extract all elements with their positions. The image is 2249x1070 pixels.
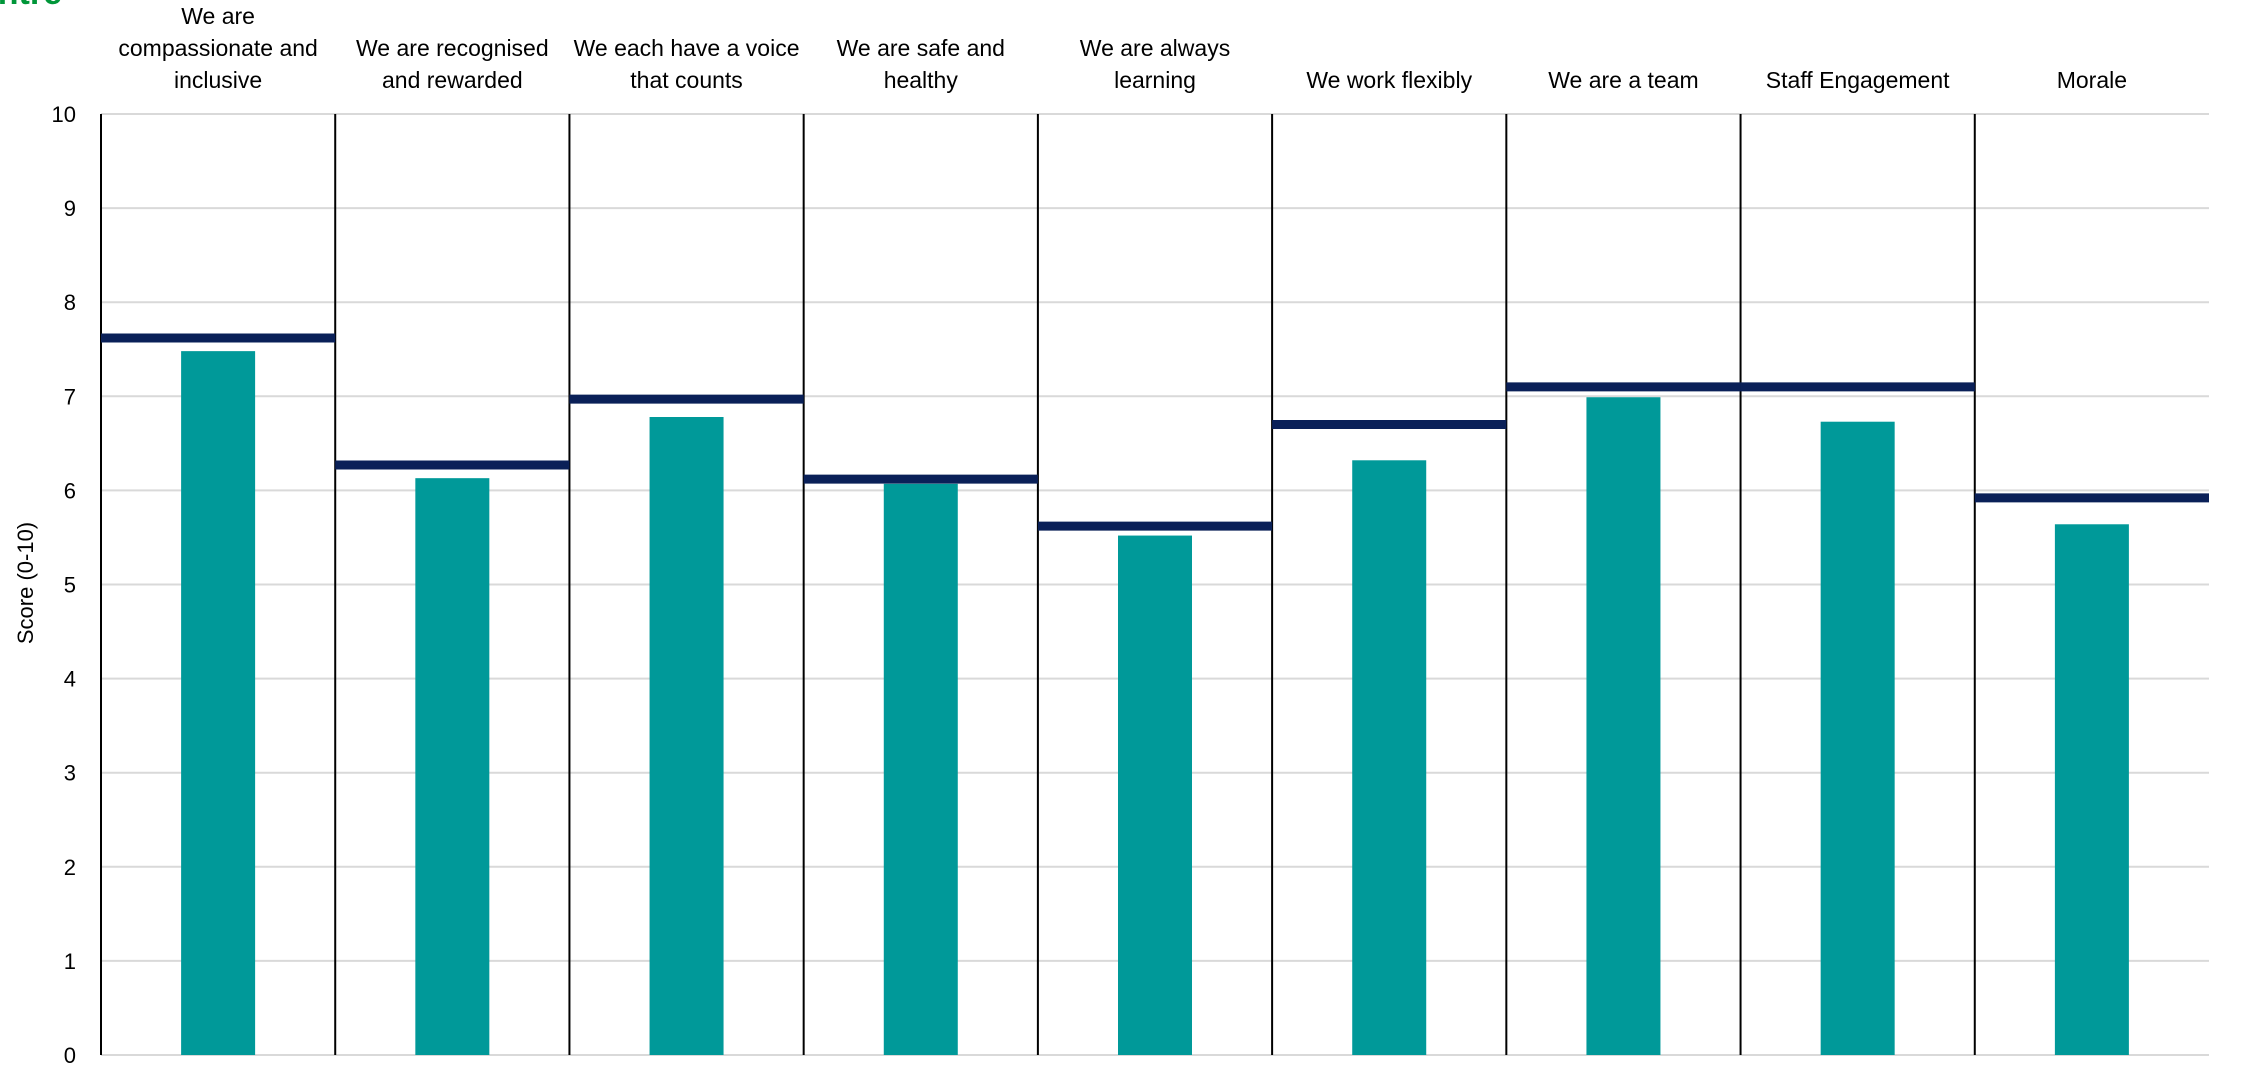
category-label-line: We work flexibly [1306,67,1472,93]
y-tick-label: 8 [64,290,76,315]
category-label: Staff Engagement [1766,67,1950,93]
bar [1118,535,1192,1055]
bar [181,351,256,1056]
category-dividers [100,114,1976,1055]
category-label-line: Staff Engagement [1766,67,1950,93]
bar [649,417,724,1055]
category-label-line: that counts [630,67,743,93]
bar [883,483,958,1055]
category-label: We each have a voice that counts [574,35,800,93]
category-label: We are safe and healthy [837,35,1005,93]
bar [2054,524,2129,1055]
category-label-line: We are [181,3,255,29]
y-tick-label: 10 [52,102,76,127]
y-axis-ticks: 0 1 2 3 4 5 6 7 8 9 10 [52,102,76,1068]
category-label-line: inclusive [174,67,262,93]
y-tick-label: 2 [64,855,76,880]
benchmark-lines [101,333,2209,531]
category-label: Morale [2057,67,2127,93]
category-label-line: We are safe and [837,35,1005,61]
category-label: We are a team [1548,67,1698,93]
category-label-line: We are always [1080,35,1230,61]
category-label: We are compassionate and inclusive [118,3,317,93]
y-tick-label: 3 [64,761,76,786]
category-labels: We are compassionate and inclusive We are r… [118,3,2127,93]
category-label-line: We are recognised [356,35,549,61]
bars [181,351,2129,1056]
bar [415,478,490,1055]
category-label: We are always learning [1080,35,1230,93]
category-label-line: learning [1114,67,1196,93]
bar [1586,397,1661,1056]
y-tick-label: 4 [64,667,76,692]
y-tick-label: 0 [64,1043,76,1065]
category-label-line: We are a team [1548,67,1698,93]
category-label-line: healthy [884,67,959,93]
category-label: We work flexibly [1306,67,1472,93]
y-tick-label: 6 [64,478,76,503]
y-tick-label: 7 [64,384,76,409]
bar [1352,460,1427,1056]
category-label-line: We each have a voice [574,35,800,61]
logo-fragment: ntre [0,0,62,12]
category-label-line: compassionate and [118,35,317,61]
y-tick-label: 5 [64,573,76,598]
y-axis-label: Score (0-10) [13,522,38,644]
y-tick-label: 9 [64,196,76,221]
category-label-line: Morale [2057,67,2127,93]
category-label: We are recognised and rewarded [356,35,549,93]
y-tick-label: 1 [64,949,76,974]
bar [1820,421,1895,1055]
category-label-line: and rewarded [382,67,523,93]
